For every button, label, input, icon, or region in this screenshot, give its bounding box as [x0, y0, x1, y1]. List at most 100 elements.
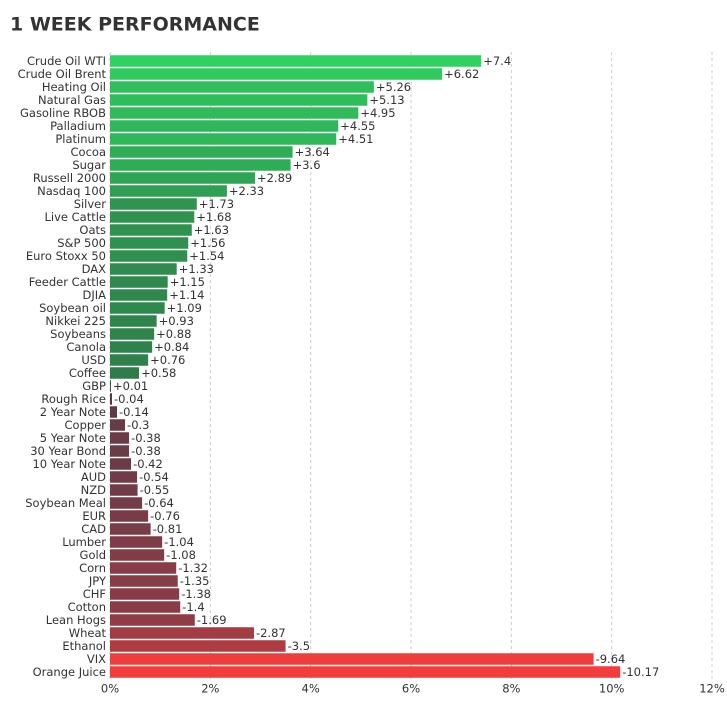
category-label: Cocoa	[71, 145, 106, 159]
category-label: Canola	[66, 340, 106, 354]
category-label: Natural Gas	[38, 93, 106, 107]
bar	[110, 601, 181, 613]
x-tick-label: 2%	[201, 682, 219, 696]
value-label: +1.15	[170, 275, 205, 289]
category-label: 5 Year Note	[40, 431, 106, 445]
value-label: +1.73	[199, 197, 234, 211]
value-label: -1.4	[182, 600, 204, 614]
category-label: Crude Oil Brent	[18, 67, 107, 81]
bar	[110, 224, 192, 236]
bar	[110, 198, 197, 210]
bar	[110, 159, 291, 171]
bar	[110, 549, 165, 561]
bar	[110, 315, 157, 327]
category-label: Lean Hogs	[46, 613, 106, 627]
category-label: Soybean oil	[39, 301, 106, 315]
bar	[110, 458, 132, 470]
bar	[110, 263, 177, 275]
bar	[110, 68, 443, 80]
value-label: -0.54	[139, 470, 169, 484]
category-label: Cotton	[68, 600, 106, 614]
bar	[110, 640, 286, 652]
value-label: -0.64	[144, 496, 174, 510]
value-label: -1.08	[166, 548, 196, 562]
bar	[110, 523, 151, 535]
category-label: DAX	[82, 262, 107, 276]
x-tick-label: 0%	[101, 682, 119, 696]
bar	[110, 575, 178, 587]
bar	[110, 510, 149, 522]
bar	[110, 81, 374, 93]
value-label: +4.51	[338, 132, 373, 146]
chart-title: 1 WEEK PERFORMANCE	[10, 14, 260, 36]
bar	[110, 107, 359, 119]
value-label: +4.95	[360, 106, 395, 120]
category-label: EUR	[82, 509, 106, 523]
category-label: 10 Year Note	[32, 457, 106, 471]
bar	[110, 406, 118, 418]
value-label: +0.58	[141, 366, 176, 380]
category-label: Soybean Meal	[25, 496, 106, 510]
value-label: +7.4	[483, 54, 511, 68]
value-label: +1.63	[194, 223, 229, 237]
category-label: Ethanol	[62, 639, 106, 653]
category-label: CAD	[81, 522, 106, 536]
category-label: Corn	[79, 561, 106, 575]
bar	[110, 185, 227, 197]
value-label: +4.55	[340, 119, 375, 133]
category-label: Platinum	[55, 132, 106, 146]
category-label: 2 Year Note	[40, 405, 106, 419]
category-label: Copper	[65, 418, 107, 432]
value-label: +2.89	[257, 171, 292, 185]
value-label: +1.33	[179, 262, 214, 276]
category-label: Silver	[74, 197, 107, 211]
x-tick-label: 8%	[502, 682, 520, 696]
category-label: DJIA	[82, 288, 106, 302]
bar	[110, 497, 143, 509]
category-label: CHF	[83, 587, 106, 601]
bar	[110, 432, 130, 444]
value-label: +1.68	[196, 210, 231, 224]
bar	[110, 55, 482, 67]
category-label: GBP	[82, 379, 106, 393]
category-label: Feeder Cattle	[29, 275, 106, 289]
bar	[110, 445, 130, 457]
bar	[110, 419, 126, 431]
category-label: Nikkei 225	[45, 314, 106, 328]
value-label: +0.88	[156, 327, 191, 341]
bar	[110, 172, 255, 184]
category-label: Oats	[79, 223, 106, 237]
value-label: -1.38	[181, 587, 211, 601]
bar	[110, 354, 149, 366]
bar	[110, 588, 180, 600]
value-label: -1.35	[180, 574, 210, 588]
bar	[110, 341, 153, 353]
category-label: Nasdaq 100	[37, 184, 106, 198]
x-tick-label: 6%	[402, 682, 420, 696]
category-label: Live Cattle	[44, 210, 106, 224]
category-label: Gasoline RBOB	[20, 106, 106, 120]
bar	[110, 614, 195, 626]
value-label: -0.81	[153, 522, 183, 536]
category-label: Russell 2000	[33, 171, 106, 185]
category-label: Palladium	[50, 119, 106, 133]
value-label: +1.14	[169, 288, 204, 302]
value-label: +1.54	[189, 249, 224, 263]
value-label: -1.69	[197, 613, 227, 627]
value-label: +1.09	[167, 301, 202, 315]
value-label: +0.76	[150, 353, 185, 367]
bar	[110, 250, 188, 262]
bar	[110, 211, 195, 223]
category-label: Wheat	[69, 626, 107, 640]
bar	[110, 627, 254, 639]
value-label: -0.38	[131, 444, 161, 458]
value-label: -1.04	[164, 535, 194, 549]
value-label: +0.84	[154, 340, 189, 354]
bar	[110, 536, 163, 548]
category-label: Gold	[80, 548, 106, 562]
value-label: -0.76	[150, 509, 180, 523]
bar	[110, 302, 165, 314]
value-label: -10.17	[622, 665, 659, 679]
value-label: +0.01	[113, 379, 148, 393]
value-label: -0.38	[131, 431, 161, 445]
